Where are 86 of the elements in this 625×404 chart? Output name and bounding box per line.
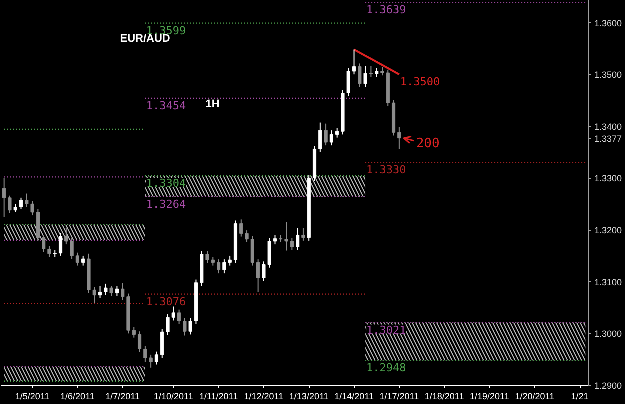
- candlestick: [279, 234, 283, 243]
- candlestick: [358, 63, 362, 88]
- candlestick: [42, 234, 46, 253]
- candlestick: [115, 286, 120, 297]
- candlestick: [324, 123, 328, 146]
- candlestick: [290, 238, 294, 251]
- candlestick: [183, 318, 187, 336]
- y-tick-label: 1.3400: [594, 122, 622, 132]
- candlestick: [149, 354, 153, 368]
- series-label: 1.3500: [400, 76, 440, 89]
- x-tick-label: 1/20/2011: [515, 392, 555, 402]
- candlestick: [132, 326, 136, 338]
- candlestick: [64, 228, 68, 246]
- candlestick: [302, 228, 306, 242]
- candlestick: [110, 286, 114, 297]
- candlestick: [245, 230, 249, 243]
- candlestick: [284, 222, 288, 252]
- x-tick-label: 1/10/2011: [154, 392, 194, 402]
- y-tick-label: 1.3300: [594, 174, 622, 184]
- y-tick-label: 1.3600: [594, 18, 622, 28]
- x-tick-label: 1/13/2011: [289, 392, 329, 402]
- candlestick: [188, 318, 192, 336]
- candlestick: [206, 250, 210, 264]
- candlestick: [369, 66, 373, 78]
- x-tick-label: 1/5/2011: [15, 392, 50, 402]
- x-tick-label: 1/6/2011: [60, 392, 95, 402]
- candlestick: [273, 234, 278, 246]
- x-tick-label: 1/17/2011: [380, 392, 420, 402]
- candlestick: [240, 219, 244, 238]
- candlestick: [2, 178, 6, 218]
- candlestick: [58, 232, 63, 256]
- text: 1H: [206, 98, 220, 110]
- x-tick-label: 1/18/2011: [424, 392, 464, 402]
- candlestick: [398, 126, 402, 150]
- candlestick: [48, 246, 52, 258]
- candlestick: [98, 286, 102, 299]
- x-tick-label: 1/12/2011: [244, 392, 284, 402]
- x-tick-label: 1/21: [571, 392, 589, 402]
- series-label: 1.3330: [366, 164, 406, 177]
- candlestick: [121, 282, 125, 300]
- y-tick-label: 1.2900: [594, 381, 622, 391]
- candlestick: [92, 286, 96, 304]
- series-label: 1.3264: [146, 198, 187, 211]
- candlestick: [296, 228, 300, 251]
- y-tick-label: 1.3377: [594, 134, 622, 144]
- series-label: 1.3304: [146, 177, 187, 190]
- candlestick: [70, 238, 74, 260]
- candlestick: [364, 66, 368, 88]
- candlestick: [76, 252, 80, 266]
- candlestick: [166, 314, 170, 336]
- candlestick: [330, 130, 334, 146]
- candlestick: [336, 128, 340, 138]
- x-tick-label: 1/11/2011: [199, 392, 238, 402]
- annotation: 200: [416, 136, 440, 152]
- series-label: 1.3639: [366, 4, 406, 17]
- candlestick: [318, 122, 322, 153]
- candlestick: [352, 49, 356, 76]
- candlestick: [144, 346, 148, 363]
- y-tick-label: 1.3100: [594, 277, 622, 288]
- candlestick: [138, 331, 142, 353]
- candlestick: [228, 255, 232, 266]
- series-label: 1.2948: [366, 362, 406, 375]
- line-series: [353, 48, 400, 76]
- candlestick: [154, 351, 159, 366]
- series-label: 1.3021: [366, 324, 406, 337]
- y-tick-label: 1.3000: [594, 329, 622, 340]
- candlestick: [19, 197, 24, 210]
- candlestick: [8, 195, 12, 214]
- candlestick: [250, 236, 254, 266]
- candlestick: [25, 193, 29, 208]
- y-tick-label: 1.3500: [594, 70, 622, 80]
- candlestick: [82, 255, 86, 266]
- candlestick: [30, 200, 34, 216]
- series-label: 1.3454: [146, 99, 187, 112]
- candlestick: [177, 309, 182, 325]
- series-label: 1.3076: [146, 295, 186, 308]
- candlestick: [104, 283, 108, 296]
- candlestick: [172, 306, 176, 322]
- x-tick-label: 1/14/2011: [334, 392, 374, 402]
- candlestick: [217, 259, 221, 274]
- candlestick: [160, 328, 164, 359]
- candlestick: [256, 259, 260, 293]
- x-tick-label: 1/7/2011: [106, 392, 140, 402]
- candlestick: [222, 259, 226, 274]
- y-tick-label: 1.3200: [594, 226, 622, 236]
- x-tick-label: 1/19/2011: [470, 392, 510, 402]
